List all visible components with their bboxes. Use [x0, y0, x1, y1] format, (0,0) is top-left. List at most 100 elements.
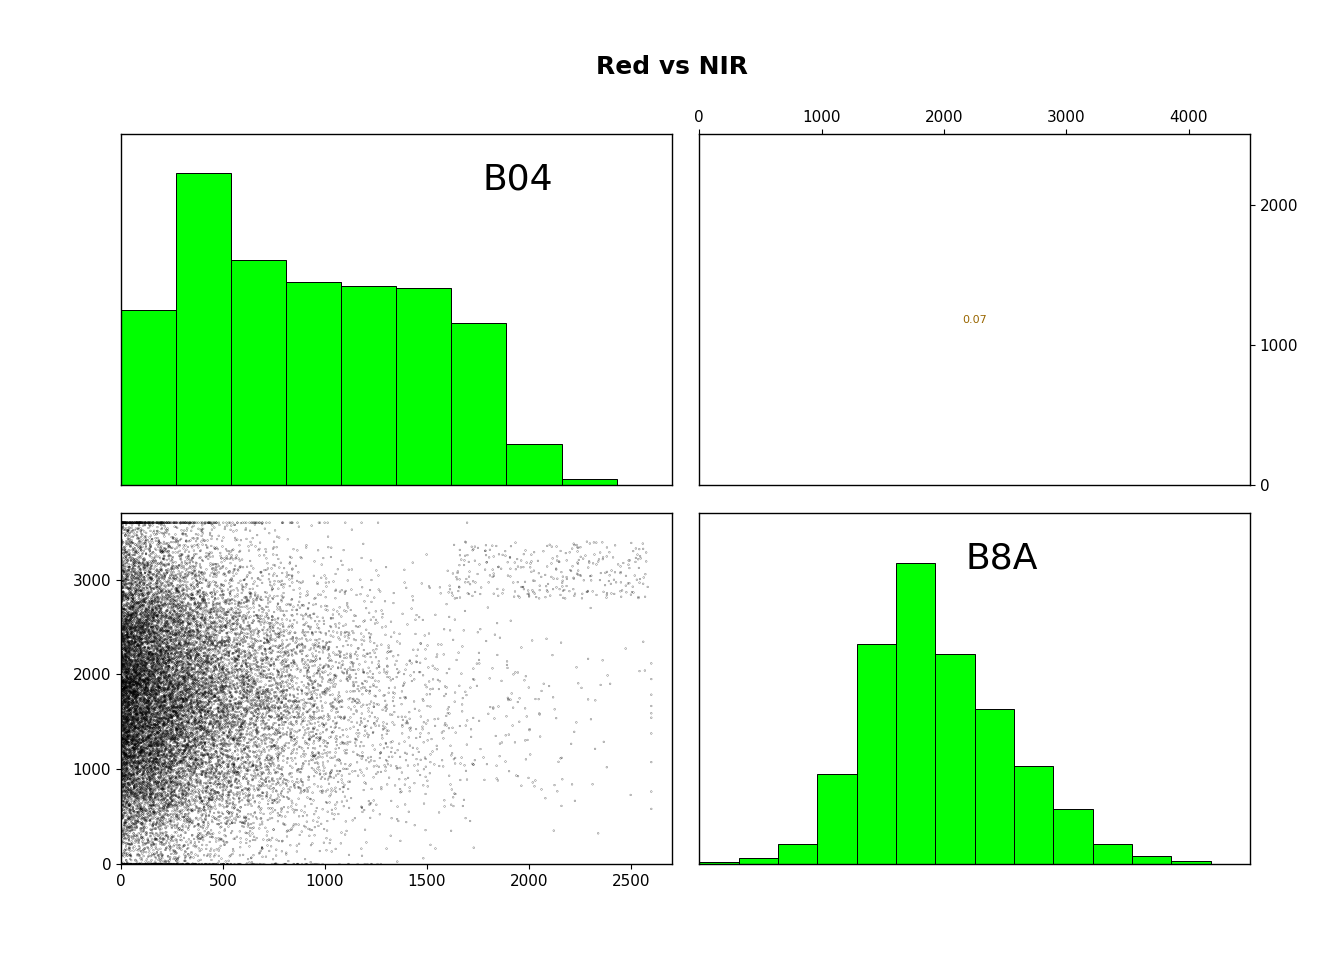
Point: [141, 717, 163, 732]
Point: [196, 715, 218, 731]
Point: [155, 692, 176, 708]
Point: [192, 785, 214, 801]
Point: [161, 746, 183, 761]
Point: [132, 780, 153, 795]
Point: [122, 736, 144, 752]
Point: [429, 580, 450, 595]
Point: [163, 783, 184, 799]
Point: [152, 668, 173, 684]
Point: [271, 649, 293, 664]
Point: [164, 645, 185, 660]
Point: [144, 602, 165, 617]
Point: [203, 520, 224, 536]
Point: [117, 718, 138, 733]
Point: [175, 806, 196, 822]
Point: [153, 623, 175, 638]
Point: [163, 672, 184, 687]
Point: [335, 710, 356, 726]
Point: [140, 612, 161, 628]
Point: [280, 724, 301, 739]
Point: [132, 856, 153, 872]
Point: [316, 795, 337, 810]
Point: [117, 640, 138, 656]
Point: [124, 644, 145, 660]
Point: [175, 844, 196, 859]
Point: [190, 723, 211, 738]
Point: [161, 798, 183, 813]
Point: [140, 565, 161, 581]
Point: [231, 783, 253, 799]
Point: [149, 707, 171, 722]
Point: [304, 820, 325, 835]
Point: [118, 586, 140, 601]
Point: [134, 515, 156, 530]
Point: [151, 639, 172, 655]
Point: [238, 817, 259, 832]
Point: [116, 672, 137, 687]
Point: [137, 581, 159, 596]
Point: [144, 716, 165, 732]
Point: [200, 781, 222, 797]
Point: [128, 572, 149, 588]
Point: [337, 631, 359, 646]
Point: [219, 769, 241, 784]
Point: [227, 648, 249, 663]
Point: [153, 772, 175, 787]
Point: [235, 780, 257, 796]
Point: [151, 671, 172, 686]
Point: [124, 719, 145, 734]
Point: [168, 609, 190, 624]
Point: [243, 654, 265, 669]
Point: [228, 630, 250, 645]
Point: [195, 728, 216, 743]
Point: [156, 717, 177, 732]
Point: [145, 662, 167, 678]
Point: [171, 556, 192, 571]
Point: [165, 736, 187, 752]
Point: [133, 592, 155, 608]
Point: [243, 805, 265, 821]
Point: [118, 646, 140, 661]
Point: [149, 542, 171, 558]
Point: [149, 690, 171, 706]
Point: [183, 623, 204, 638]
Point: [245, 687, 266, 703]
Point: [141, 625, 163, 640]
Point: [257, 828, 278, 843]
Point: [145, 640, 167, 656]
Point: [378, 723, 399, 738]
Point: [297, 624, 319, 639]
Point: [351, 580, 372, 595]
Point: [216, 759, 238, 775]
Point: [169, 614, 191, 630]
Point: [282, 687, 304, 703]
Point: [227, 803, 249, 818]
Point: [276, 660, 297, 675]
Point: [591, 535, 613, 550]
Point: [129, 515, 151, 530]
Point: [130, 677, 152, 692]
Point: [112, 752, 133, 767]
Point: [121, 610, 142, 625]
Point: [273, 800, 294, 815]
Point: [340, 637, 362, 653]
Point: [130, 788, 152, 804]
Point: [184, 737, 206, 753]
Point: [140, 593, 161, 609]
Point: [117, 795, 138, 810]
Point: [138, 515, 160, 530]
Point: [130, 680, 152, 695]
Point: [120, 630, 141, 645]
Point: [149, 750, 171, 765]
Point: [157, 657, 179, 672]
Point: [128, 567, 149, 583]
Point: [165, 850, 187, 865]
Point: [254, 641, 276, 657]
Point: [124, 774, 145, 789]
Point: [160, 621, 181, 636]
Point: [136, 695, 157, 710]
Point: [146, 725, 168, 740]
Point: [133, 625, 155, 640]
Point: [187, 732, 208, 747]
Point: [137, 688, 159, 704]
